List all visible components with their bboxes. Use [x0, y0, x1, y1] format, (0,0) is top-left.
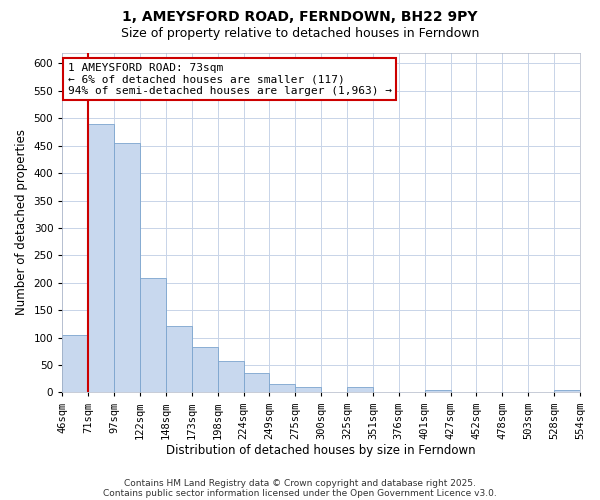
Bar	[88, 124, 114, 392]
Text: Size of property relative to detached houses in Ferndown: Size of property relative to detached ho…	[121, 28, 479, 40]
Text: 1 AMEYSFORD ROAD: 73sqm
← 6% of detached houses are smaller (117)
94% of semi-de: 1 AMEYSFORD ROAD: 73sqm ← 6% of detached…	[68, 62, 392, 96]
Text: Contains public sector information licensed under the Open Government Licence v3: Contains public sector information licen…	[103, 488, 497, 498]
Bar	[140, 278, 166, 392]
Bar	[269, 384, 295, 392]
Text: Contains HM Land Registry data © Crown copyright and database right 2025.: Contains HM Land Registry data © Crown c…	[124, 478, 476, 488]
Bar	[62, 335, 88, 392]
Bar	[192, 348, 218, 393]
Bar	[425, 390, 451, 392]
Text: 1, AMEYSFORD ROAD, FERNDOWN, BH22 9PY: 1, AMEYSFORD ROAD, FERNDOWN, BH22 9PY	[122, 10, 478, 24]
Bar	[347, 387, 373, 392]
Bar	[166, 326, 192, 392]
Bar	[218, 360, 244, 392]
Bar	[244, 372, 269, 392]
Bar	[554, 390, 580, 392]
Bar	[295, 387, 321, 392]
Y-axis label: Number of detached properties: Number of detached properties	[15, 130, 28, 316]
X-axis label: Distribution of detached houses by size in Ferndown: Distribution of detached houses by size …	[166, 444, 476, 458]
Bar	[114, 143, 140, 392]
